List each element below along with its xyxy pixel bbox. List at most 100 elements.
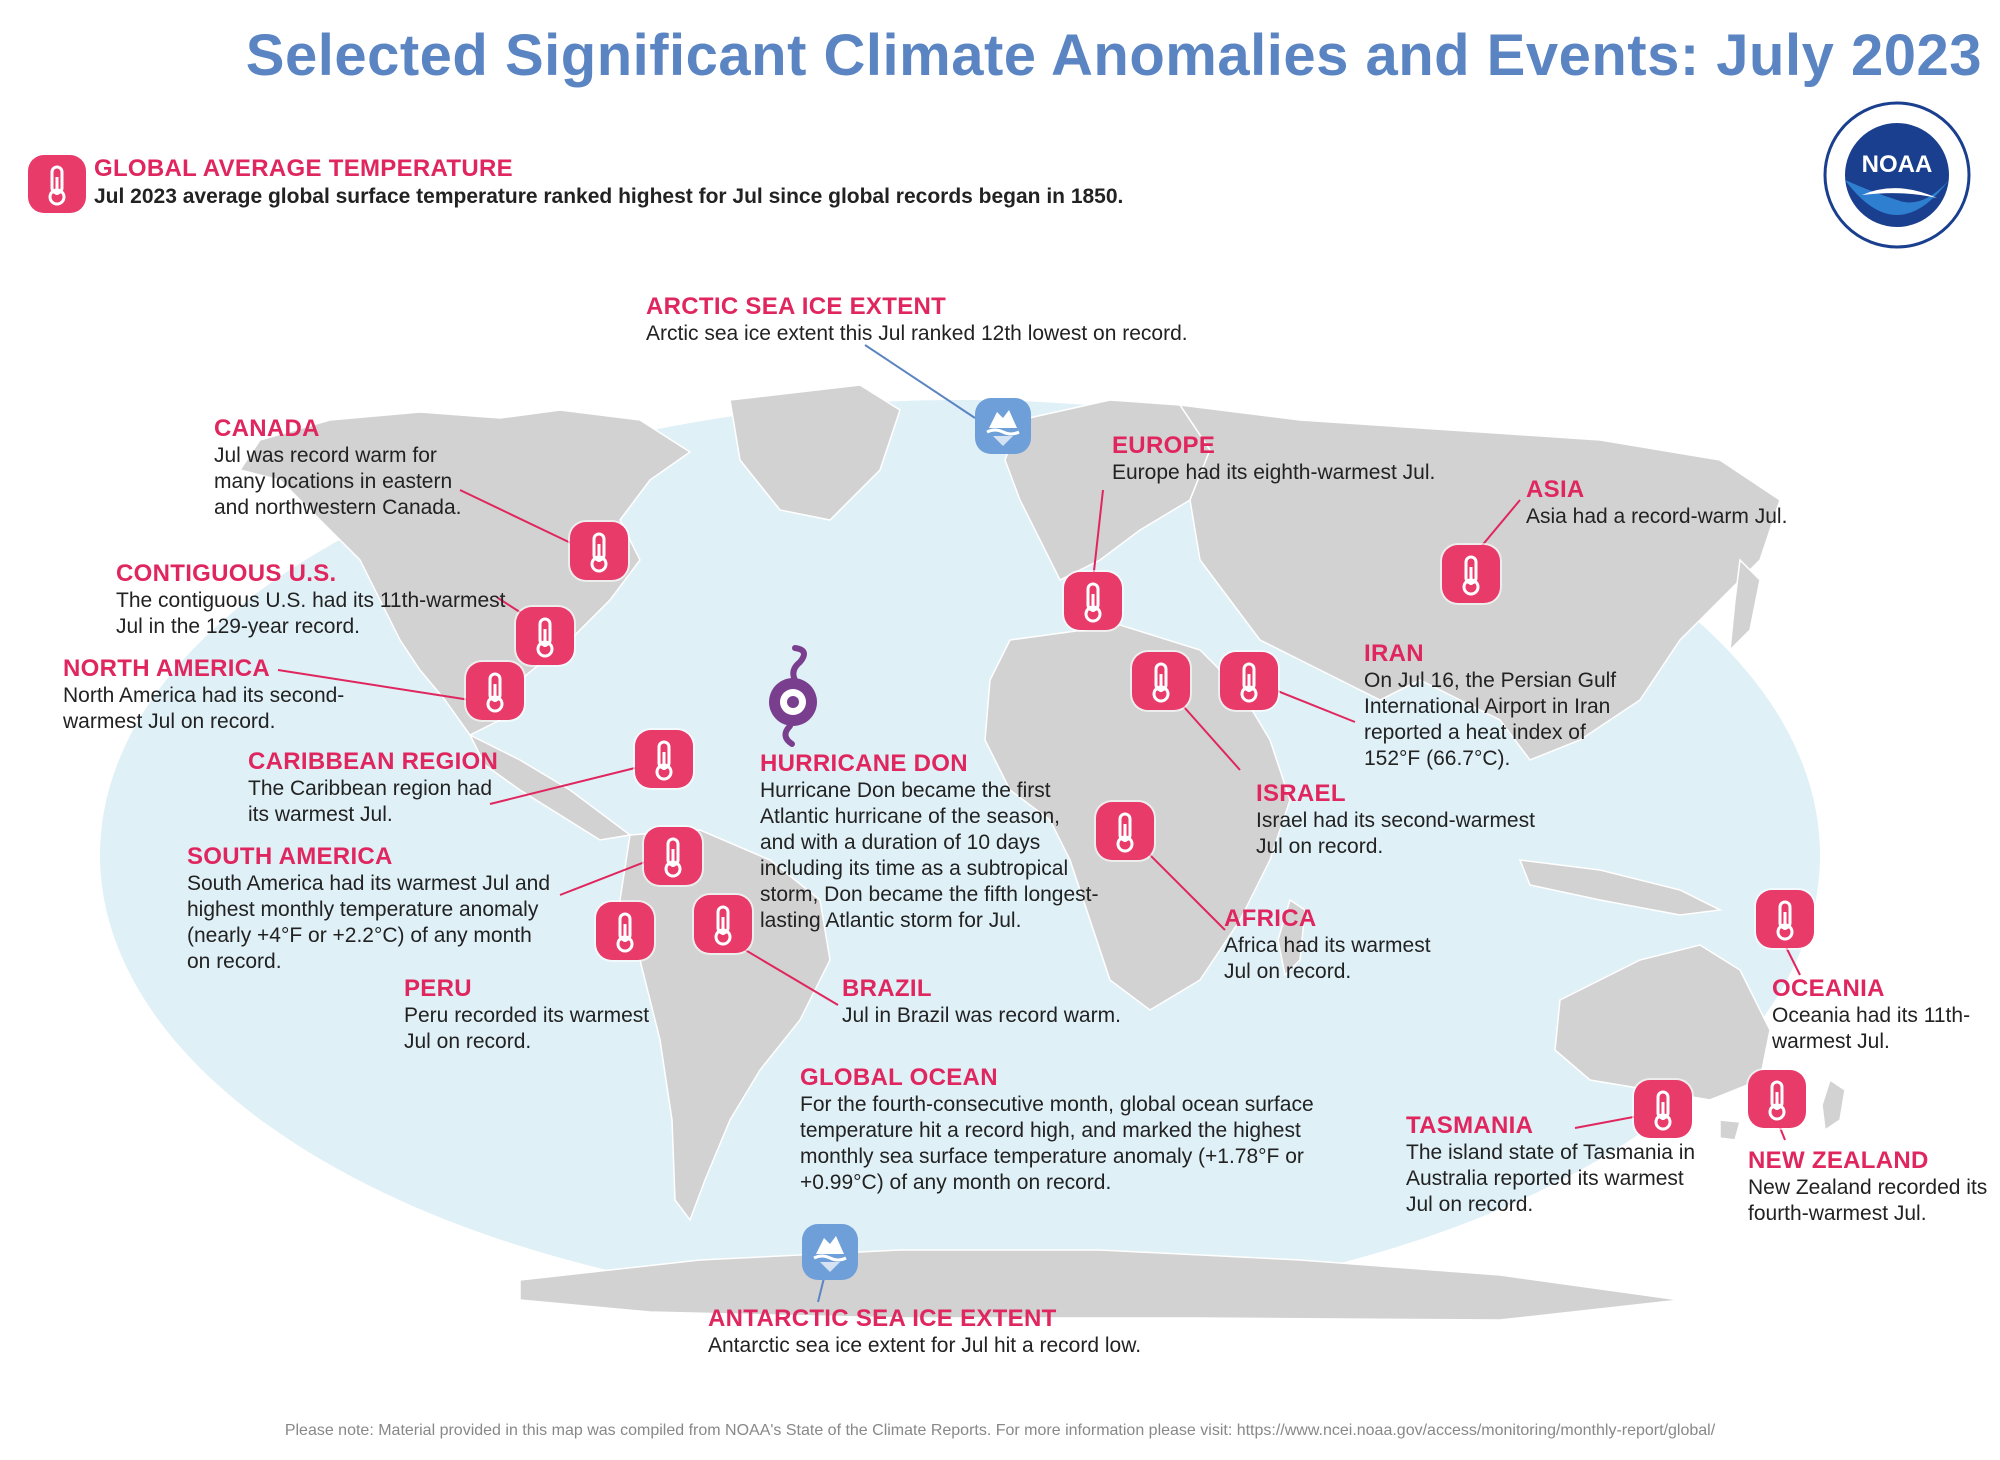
madagascar-land	[1277, 898, 1306, 977]
peru-line-1: Peru recorded its warmest	[404, 1004, 650, 1027]
arctic-iceberg-icon[interactable]	[975, 398, 1031, 454]
hurricane-line-3: and with a duration of 10 days	[760, 831, 1041, 854]
leader-caribbean	[489, 767, 636, 805]
canada-heading: CANADA	[214, 415, 320, 442]
arctic-heading: ARCTIC SEA ICE EXTENT	[646, 293, 947, 320]
callout-arctic: ARCTIC SEA ICE EXTENT Arctic sea ice ext…	[646, 293, 1188, 347]
oceania-line-1: Oceania had its 11th-	[1772, 1004, 1971, 1027]
global-ocean-line-1: For the fourth-consecutive month, global…	[800, 1093, 1314, 1116]
north-america-thermometer-icon[interactable]	[466, 662, 524, 720]
brazil-thermometer-icon[interactable]	[694, 895, 752, 953]
peru-heading: PERU	[404, 975, 472, 1002]
callout-asia: ASIA Asia had a record-warm Jul.	[1526, 476, 1787, 530]
iran-line-1: On Jul 16, the Persian Gulf	[1364, 669, 1617, 692]
new-zealand-heading: NEW ZEALAND	[1748, 1147, 1929, 1174]
hurricane-line-4: including its time as a subtropical	[760, 857, 1069, 880]
new-zealand-line-2: fourth-warmest Jul.	[1748, 1202, 1927, 1225]
global-ocean-line-2: temperature hit a record high, and marke…	[800, 1119, 1301, 1142]
asia-line-1: Asia had a record-warm Jul.	[1526, 505, 1788, 528]
israel-heading: ISRAEL	[1256, 780, 1346, 807]
africa-thermometer-icon[interactable]	[1096, 802, 1154, 860]
south-america-heading: SOUTH AMERICA	[187, 843, 393, 870]
leader-oceania	[1784, 944, 1801, 976]
europe-heading: EUROPE	[1112, 432, 1216, 459]
global-ocean-line-3: monthly sea surface temperature anomaly …	[800, 1145, 1304, 1168]
new-zealand-thermometer-icon[interactable]	[1748, 1070, 1806, 1128]
arctic-line-1: Arctic sea ice extent this Jul ranked 12…	[646, 322, 1188, 345]
israel-thermometer-icon[interactable]	[1132, 652, 1190, 710]
south-america-line-2: highest monthly temperature anomaly	[187, 898, 539, 921]
footnote: Please note: Material provided in this m…	[284, 1422, 1716, 1439]
iran-line-2: International Airport in Iran	[1364, 695, 1611, 718]
peru-thermometer-icon[interactable]	[596, 902, 654, 960]
africa-line-2: Jul on record.	[1224, 960, 1352, 983]
europe-line-1: Europe had its eighth-warmest Jul.	[1112, 461, 1436, 484]
tasmania-heading: TASMANIA	[1406, 1112, 1534, 1139]
callout-africa: AFRICA Africa had its warmest Jul on rec…	[1224, 905, 1431, 985]
south-america-line-3: (nearly +4°F or +2.2°C) of any month	[187, 924, 532, 947]
callout-global-ocean: GLOBAL OCEAN For the fourth-consecutive …	[800, 1064, 1314, 1196]
hurricane-line-1: Hurricane Don became the first	[760, 779, 1051, 802]
canada-thermometer-icon[interactable]	[570, 522, 628, 580]
callout-peru: PERU Peru recorded its warmest Jul on re…	[404, 975, 649, 1055]
global-ocean-line-4: +0.99°C) of any month on record.	[800, 1171, 1112, 1194]
antarctic-line-1: Antarctic sea ice extent for Jul hit a r…	[708, 1334, 1142, 1357]
us-line-2: Jul in the 129-year record.	[116, 615, 360, 638]
hurricane-line-2: Atlantic hurricane of the season,	[760, 805, 1061, 828]
leader-arctic	[864, 344, 976, 419]
central-america-land	[468, 733, 632, 841]
tasmania-thermometer-icon[interactable]	[1634, 1080, 1692, 1138]
europe-thermometer-icon[interactable]	[1064, 572, 1122, 630]
africa-heading: AFRICA	[1224, 905, 1317, 932]
callout-iran: IRAN On Jul 16, the Persian Gulf Interna…	[1364, 640, 1616, 772]
leader-north-america	[277, 669, 471, 701]
us-thermometer-icon[interactable]	[516, 607, 574, 665]
asia-thermometer-icon[interactable]	[1442, 545, 1500, 603]
iran-heading: IRAN	[1364, 640, 1424, 667]
greenland-land	[729, 384, 901, 521]
callout-north-america: NORTH AMERICA North America had its seco…	[63, 655, 344, 735]
callout-antarctic: ANTARCTIC SEA ICE EXTENT Antarctic sea i…	[708, 1305, 1141, 1359]
antarctic-iceberg-icon[interactable]	[802, 1224, 858, 1280]
canada-line-2: many locations in eastern	[214, 470, 453, 493]
japan-land	[1729, 558, 1761, 653]
global-ocean-heading: GLOBAL OCEAN	[800, 1064, 998, 1091]
caribbean-thermometer-icon[interactable]	[635, 730, 693, 788]
north-america-line-2: warmest Jul on record.	[63, 710, 276, 733]
north-america-line-1: North America had its second-	[63, 684, 345, 707]
tasmania-line-1: The island state of Tasmania in	[1406, 1141, 1696, 1164]
noaa-logo: NOAA	[1823, 101, 1971, 249]
callout-us: CONTIGUOUS U.S. The contiguous U.S. had …	[116, 560, 505, 640]
south-america-land	[619, 829, 831, 1222]
asia-heading: ASIA	[1526, 476, 1585, 503]
tasmania-line-2: Australia reported its warmest	[1406, 1167, 1684, 1190]
callout-israel: ISRAEL Israel had its second-warmest Jul…	[1256, 780, 1535, 860]
iran-line-4: 152°F (66.7°C).	[1364, 747, 1511, 770]
leader-south-america	[559, 859, 651, 896]
canada-line-1: Jul was record warm for	[214, 444, 437, 467]
caribbean-heading: CARIBBEAN REGION	[248, 748, 499, 775]
peru-line-2: Jul on record.	[404, 1030, 532, 1053]
caribbean-line-1: The Caribbean region had	[248, 777, 493, 800]
callout-hurricane: HURRICANE DON Hurricane Don became the f…	[760, 750, 1099, 934]
new-zealand-line-1: New Zealand recorded its	[1748, 1176, 1988, 1199]
tasmania-land	[1719, 1119, 1741, 1141]
indonesia-land	[1518, 859, 1723, 916]
callout-new-zealand: NEW ZEALAND New Zealand recorded its fou…	[1748, 1147, 1987, 1227]
leader-canada	[459, 489, 576, 546]
caribbean-line-2: its warmest Jul.	[248, 803, 393, 826]
tasmania-line-3: Jul on record.	[1406, 1193, 1534, 1216]
canada-line-3: and northwestern Canada.	[214, 496, 462, 519]
iran-thermometer-icon[interactable]	[1220, 652, 1278, 710]
oceania-heading: OCEANIA	[1772, 975, 1885, 1002]
callout-europe: EUROPE Europe had its eighth-warmest Jul…	[1112, 432, 1435, 486]
leader-europe	[1092, 489, 1104, 581]
brazil-line-1: Jul in Brazil was record warm.	[842, 1004, 1121, 1027]
africa-line-1: Africa had its warmest	[1224, 934, 1431, 957]
hurricane-icon[interactable]	[760, 640, 830, 750]
brazil-heading: BRAZIL	[842, 975, 932, 1002]
south-america-thermometer-icon[interactable]	[644, 827, 702, 885]
us-heading: CONTIGUOUS U.S.	[116, 560, 337, 587]
oceania-thermometer-icon[interactable]	[1756, 890, 1814, 948]
